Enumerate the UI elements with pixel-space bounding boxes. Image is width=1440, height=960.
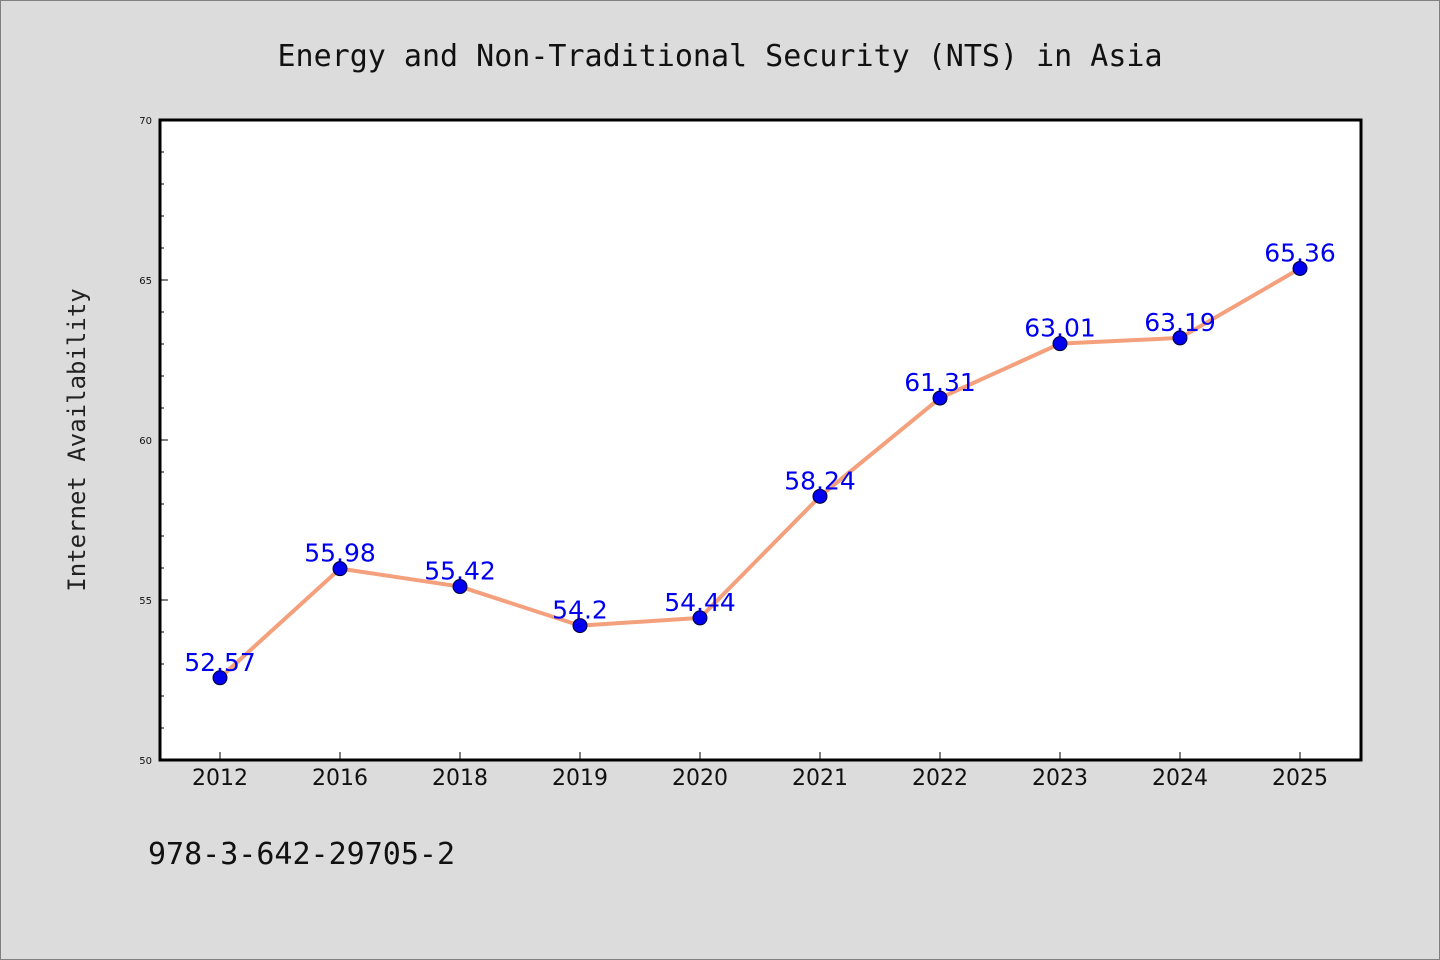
footnote: 978-3-642-29705-2: [148, 837, 455, 872]
plot-area: [158, 118, 1363, 762]
series-line: [218, 266, 1302, 680]
data-label: 52.57: [184, 648, 256, 677]
x-tick-label: 2024: [1152, 766, 1208, 791]
x-tick-label: 2020: [672, 766, 728, 791]
y-tick-label: 65: [139, 276, 152, 287]
data-label: 63.01: [1024, 314, 1096, 343]
data-label: 65.36: [1264, 238, 1336, 267]
y-tick-label: 55: [139, 596, 152, 607]
y-axis: 50 55 60 65 70: [139, 116, 168, 767]
x-tick-label: 2019: [552, 766, 608, 791]
data-point: [572, 618, 588, 634]
chart-title: Energy and Non-Traditional Security (NTS…: [277, 39, 1162, 74]
data-point: [1052, 336, 1068, 352]
data-point: [212, 670, 228, 686]
series-layer: 52.57 55.98 55.42 54.2 54.44 58.24 61.31 63.01 6…: [184, 238, 1336, 686]
data-point: [812, 488, 828, 504]
x-tick-label: 2022: [912, 766, 968, 791]
data-label: 54.2: [552, 596, 608, 625]
x-tick-label: 2025: [1272, 766, 1328, 791]
data-point: [1292, 260, 1308, 276]
data-label: 54.44: [664, 588, 736, 617]
y-axis-label: Internet Availability: [63, 288, 91, 591]
x-tick-label: 2012: [192, 766, 248, 791]
data-label: 55.42: [424, 557, 496, 586]
x-tick-label: 2016: [312, 766, 368, 791]
data-point: [452, 579, 468, 595]
y-tick-label: 50: [139, 756, 152, 767]
x-tick-label: 2018: [432, 766, 488, 791]
x-axis: 2012 2016 2018 2019 2020 2021 2022 2023 2024 2025: [192, 752, 1328, 791]
data-label: 55.98: [304, 539, 376, 568]
data-point: [932, 390, 948, 406]
data-label: 61.31: [904, 368, 976, 397]
data-label: 63.19: [1144, 308, 1216, 337]
x-tick-label: 2023: [1032, 766, 1088, 791]
y-tick-label: 70: [139, 116, 152, 127]
data-point: [1172, 330, 1188, 346]
data-label: 58.24: [784, 466, 856, 495]
data-point: [332, 561, 348, 577]
y-tick-label: 60: [139, 436, 152, 447]
x-tick-label: 2021: [792, 766, 848, 791]
data-point: [692, 610, 708, 626]
